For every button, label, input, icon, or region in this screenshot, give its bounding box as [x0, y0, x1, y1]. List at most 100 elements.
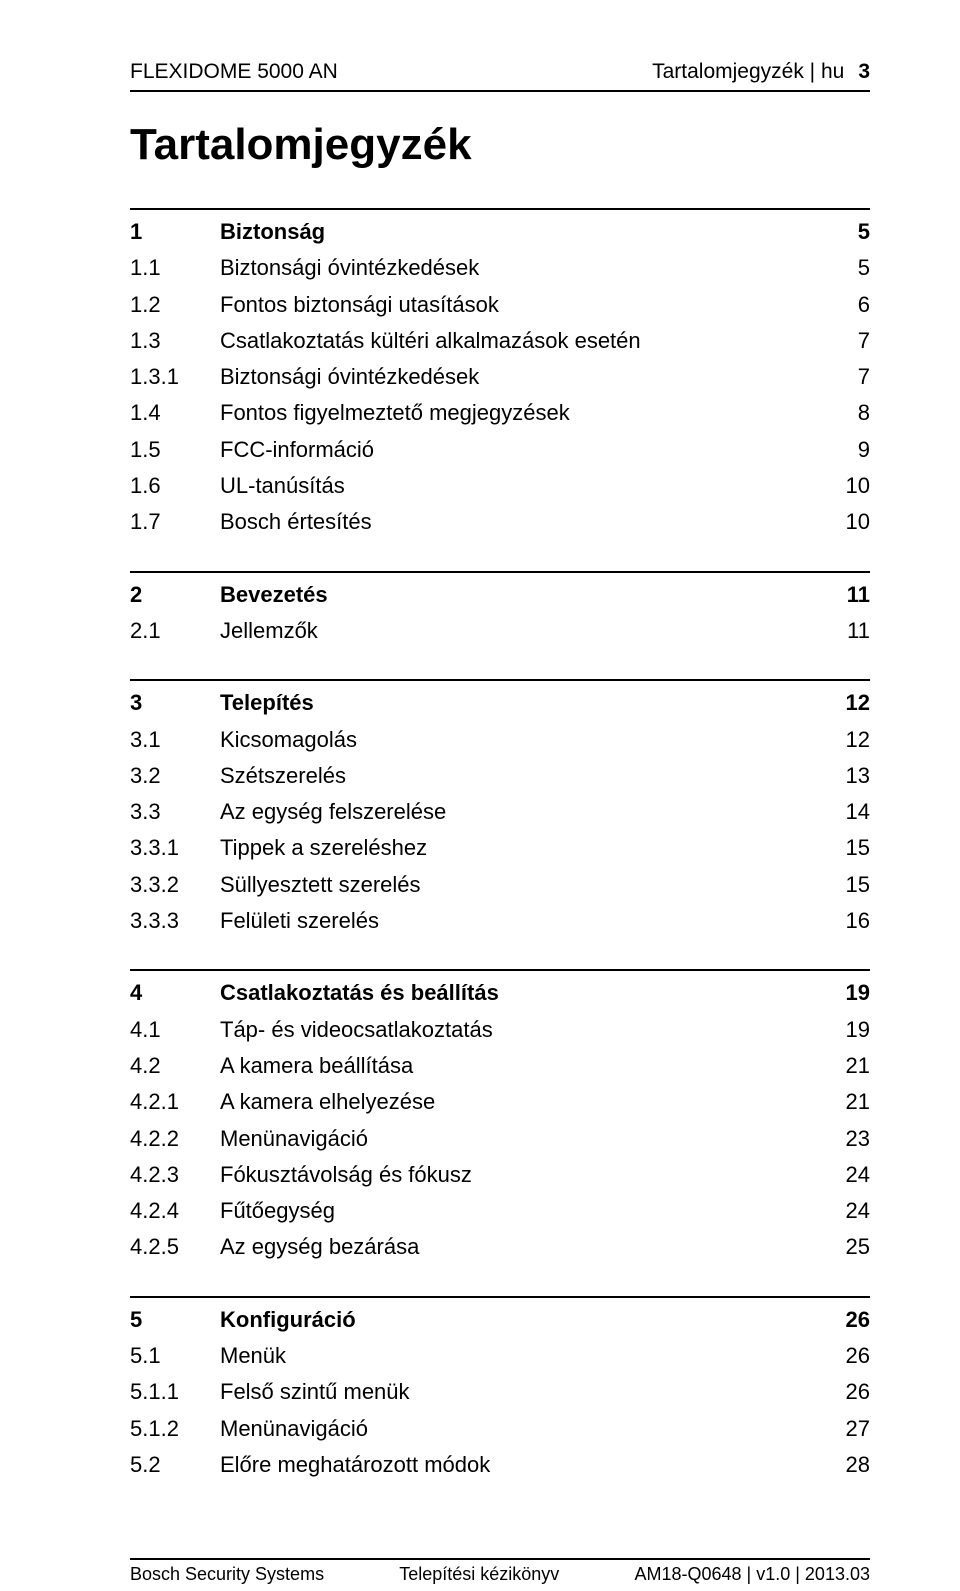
toc-num: 3.3.1	[130, 830, 220, 866]
toc-page: 11	[830, 613, 870, 649]
toc-label: Biztonsági óvintézkedések	[220, 250, 830, 286]
toc-label: Előre meghatározott módok	[220, 1447, 830, 1483]
toc-label: Fontos biztonsági utasítások	[220, 287, 830, 323]
toc-label: FCC-információ	[220, 432, 830, 468]
toc-label: Biztonsági óvintézkedések	[220, 359, 830, 395]
toc-num: 5.1	[130, 1338, 220, 1374]
toc-num: 2.1	[130, 613, 220, 649]
toc-label: Csatlakoztatás kültéri alkalmazások eset…	[220, 323, 830, 359]
toc-section-head: 5Konfiguráció26	[130, 1296, 870, 1338]
toc-label: Fűtőegység	[220, 1193, 830, 1229]
toc-num: 3.1	[130, 722, 220, 758]
toc-num: 3.3.2	[130, 867, 220, 903]
toc-section-head: 2Bevezetés11	[130, 571, 870, 613]
toc-section: 3Telepítés123.1Kicsomagolás12 3.2Szétszer…	[130, 679, 870, 939]
toc-label: Szétszerelés	[220, 758, 830, 794]
toc-page: 21	[830, 1084, 870, 1120]
toc-row: 5.1.2Menünavigáció27	[130, 1411, 870, 1447]
toc-label: Jellemzők	[220, 613, 830, 649]
toc-label: Felső szintű menük	[220, 1374, 830, 1410]
toc-label: Konfiguráció	[220, 1302, 830, 1338]
toc-num: 1	[130, 214, 220, 250]
toc-num: 1.2	[130, 287, 220, 323]
toc-page: 7	[830, 323, 870, 359]
toc-row: 5.1.1Felső szintű menük26	[130, 1374, 870, 1410]
toc-num: 1.3.1	[130, 359, 220, 395]
toc-row: 4.2.2Menünavigáció23	[130, 1121, 870, 1157]
toc-label: Telepítés	[220, 685, 830, 721]
toc-row: 1.1Biztonsági óvintézkedések5	[130, 250, 870, 286]
toc-page: 15	[830, 830, 870, 866]
toc-num: 1.6	[130, 468, 220, 504]
toc-page: 13	[830, 758, 870, 794]
toc-label: Bevezetés	[220, 577, 830, 613]
toc-num: 4.1	[130, 1012, 220, 1048]
toc-page: 27	[830, 1411, 870, 1447]
toc-page: 11	[830, 577, 870, 613]
toc-row: 1.4Fontos figyelmeztető megjegyzések8	[130, 395, 870, 431]
toc-label: Bosch értesítés	[220, 504, 830, 540]
page-title: Tartalomjegyzék	[130, 120, 870, 170]
toc-num: 3.3.3	[130, 903, 220, 939]
toc-label: A kamera elhelyezése	[220, 1084, 830, 1120]
toc-section-head: 3Telepítés12	[130, 679, 870, 721]
toc-page: 26	[830, 1338, 870, 1374]
toc-num: 4.2.5	[130, 1229, 220, 1265]
toc-page: 7	[830, 359, 870, 395]
toc-page: 19	[830, 975, 870, 1011]
toc-row: 4.2A kamera beállítása21	[130, 1048, 870, 1084]
toc-page: 5	[830, 214, 870, 250]
toc-page: 21	[830, 1048, 870, 1084]
toc-section-head: 1Biztonság5	[130, 208, 870, 250]
footer-right: AM18-Q0648 | v1.0 | 2013.03	[634, 1564, 870, 1585]
toc-row: 3.3.2Süllyesztett szerelés15	[130, 867, 870, 903]
toc-label: Kicsomagolás	[220, 722, 830, 758]
toc-row: 4.2.3Fókusztávolság és fókusz24	[130, 1157, 870, 1193]
toc-row: 4.2.5Az egység bezárása25	[130, 1229, 870, 1265]
toc-row: 3.3Az egység felszerelése14	[130, 794, 870, 830]
toc-num: 1.5	[130, 432, 220, 468]
toc-num: 4.2.2	[130, 1121, 220, 1157]
toc-page: 26	[830, 1302, 870, 1338]
toc-page: 26	[830, 1374, 870, 1410]
table-of-contents: 1Biztonság51.1Biztonsági óvintézkedések5…	[130, 208, 870, 1483]
toc-page: 9	[830, 432, 870, 468]
toc-num: 2	[130, 577, 220, 613]
toc-page: 12	[830, 722, 870, 758]
toc-label: UL-tanúsítás	[220, 468, 830, 504]
toc-num: 5.1.2	[130, 1411, 220, 1447]
header-left: FLEXIDOME 5000 AN	[130, 60, 338, 84]
toc-row: 5.1Menük26	[130, 1338, 870, 1374]
toc-num: 5	[130, 1302, 220, 1338]
toc-num: 5.2	[130, 1447, 220, 1483]
toc-label: Az egység bezárása	[220, 1229, 830, 1265]
footer-center: Telepítési kézikönyv	[399, 1564, 559, 1585]
toc-page: 14	[830, 794, 870, 830]
toc-page: 16	[830, 903, 870, 939]
toc-section: 4Csatlakoztatás és beállítás194.1Táp- és…	[130, 969, 870, 1265]
toc-section-head: 4Csatlakoztatás és beállítás19	[130, 969, 870, 1011]
toc-page: 28	[830, 1447, 870, 1483]
toc-num: 3.2	[130, 758, 220, 794]
header-page-number: 3	[858, 60, 870, 84]
toc-num: 4.2	[130, 1048, 220, 1084]
toc-label: Menünavigáció	[220, 1411, 830, 1447]
toc-num: 1.1	[130, 250, 220, 286]
toc-label: Az egység felszerelése	[220, 794, 830, 830]
toc-label: Menük	[220, 1338, 830, 1374]
toc-num: 4.2.3	[130, 1157, 220, 1193]
toc-row: 1.3.1Biztonsági óvintézkedések7	[130, 359, 870, 395]
toc-row: 3.3.1Tippek a szereléshez15	[130, 830, 870, 866]
toc-row: 1.3Csatlakoztatás kültéri alkalmazások e…	[130, 323, 870, 359]
toc-page: 6	[830, 287, 870, 323]
toc-num: 4.2.4	[130, 1193, 220, 1229]
toc-row: 1.6UL-tanúsítás10	[130, 468, 870, 504]
toc-label: Tippek a szereléshez	[220, 830, 830, 866]
toc-label: Felületi szerelés	[220, 903, 830, 939]
toc-num: 1.3	[130, 323, 220, 359]
toc-label: A kamera beállítása	[220, 1048, 830, 1084]
header-right: Tartalomjegyzék | hu 3	[652, 60, 870, 84]
toc-label: Süllyesztett szerelés	[220, 867, 830, 903]
toc-row: 1.2Fontos biztonsági utasítások6	[130, 287, 870, 323]
toc-label: Menünavigáció	[220, 1121, 830, 1157]
